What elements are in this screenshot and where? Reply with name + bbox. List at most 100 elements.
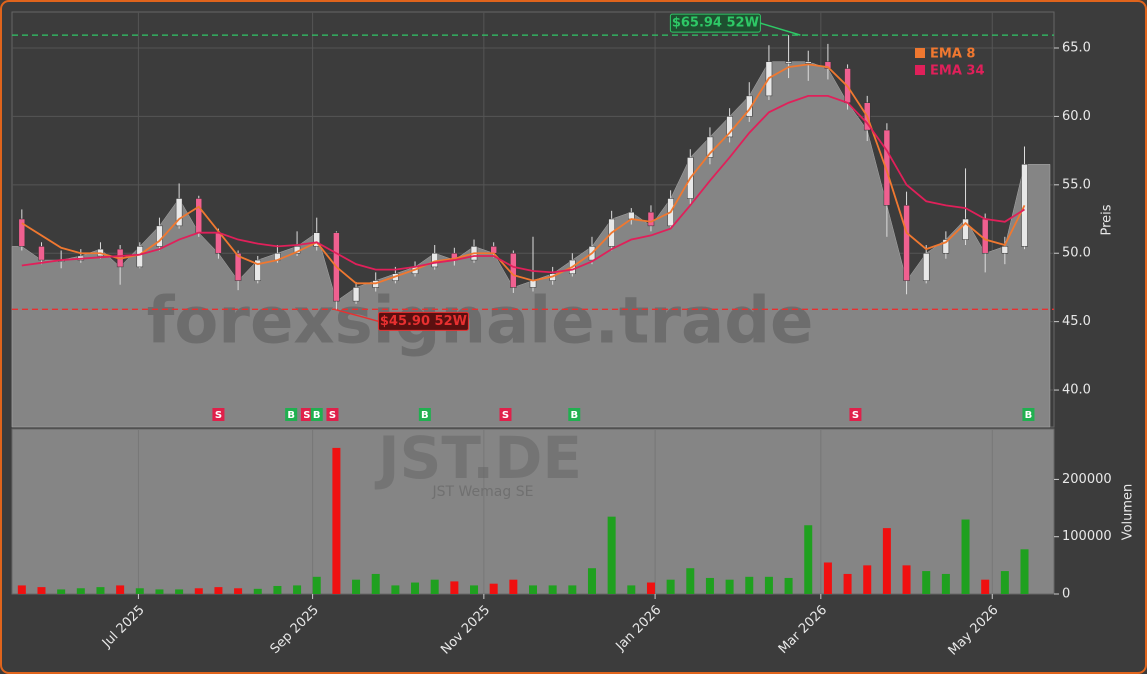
candle-body (903, 205, 910, 281)
volume-bar (587, 568, 596, 594)
volume-bar (764, 576, 773, 594)
y-tick-label: 65.0 (1062, 40, 1091, 55)
volume-bar (529, 585, 537, 594)
watermark: JST.DE (374, 424, 582, 492)
candle-body (1021, 164, 1028, 247)
signal-label: B (313, 410, 321, 421)
signal-marker (212, 408, 225, 421)
candle-body (529, 280, 537, 288)
volume-bar (922, 571, 931, 594)
signal-label: S (215, 410, 222, 421)
volume-bar (17, 585, 26, 594)
volume-bar (175, 589, 184, 594)
volume-bar (234, 588, 243, 594)
volume-bar (863, 565, 872, 594)
volume-bar (194, 588, 203, 594)
candle-body (922, 252, 930, 281)
y-tick-label: 200000 (1062, 472, 1112, 487)
legend-label: EMA 34 (930, 64, 985, 79)
volume-bar (548, 585, 557, 594)
ema-line (21, 63, 1026, 285)
volume-bar (155, 589, 164, 594)
volume-bar (666, 579, 675, 594)
volume-bar (411, 582, 420, 594)
candle-body (490, 246, 497, 254)
volume-bar (902, 565, 911, 594)
volume-bar (941, 573, 950, 594)
signal-marker (849, 408, 862, 421)
volume-bar (784, 577, 793, 594)
signal-label: S (502, 410, 509, 421)
volume-bar (607, 516, 616, 594)
signal-marker (1022, 408, 1035, 421)
volume-bar (96, 587, 105, 594)
candle-body (352, 287, 360, 302)
candle-body (785, 61, 792, 64)
y-tick-label: 0 (1062, 587, 1070, 602)
signal-marker (568, 408, 581, 421)
volume-bar (116, 585, 125, 594)
volume-bar (961, 519, 970, 594)
candle-body (628, 211, 635, 220)
signal-label: B (421, 410, 429, 421)
volume-bar (253, 588, 262, 594)
volume-bar (352, 579, 361, 594)
volume-bar (430, 579, 439, 594)
volume-bar (568, 585, 577, 594)
volume-bar (450, 581, 459, 594)
volume-bar (135, 588, 144, 594)
y-tick-label: 40.0 (1062, 383, 1091, 398)
volume-bar (1020, 549, 1029, 594)
candle-body (195, 198, 203, 233)
candle-body (38, 246, 45, 261)
volume-bar (627, 585, 636, 594)
volume-bar (293, 585, 302, 594)
candle-body (254, 259, 262, 281)
legend-swatch (915, 48, 925, 58)
volume-bar (57, 589, 66, 594)
y-tick-label: 60.0 (1062, 109, 1091, 124)
volume-bar (332, 447, 341, 594)
signal-marker (285, 408, 298, 421)
volume-bar (843, 573, 852, 594)
candle-body (804, 61, 812, 64)
volume-bar (882, 528, 891, 594)
candle-body (706, 136, 714, 158)
y-axis-label: Preis (1100, 204, 1115, 235)
signal-label: B (1025, 410, 1033, 421)
candle-body (824, 61, 832, 69)
annotation-label: $45.90 52W (380, 314, 467, 329)
annotation-box (377, 311, 469, 331)
volume-bar (804, 525, 813, 594)
signal-label: B (287, 410, 295, 421)
candle-body (18, 218, 26, 247)
volume-pane (11, 428, 1055, 595)
y-tick-label: 50.0 (1062, 246, 1091, 261)
ema-line (21, 94, 1025, 274)
legend-label: EMA 8 (930, 47, 975, 62)
volume-bar (489, 583, 498, 594)
candle-body (510, 252, 517, 288)
candle-body (647, 211, 655, 227)
signal-label: S (852, 410, 859, 421)
annotation-arrow (760, 22, 801, 36)
candle-body (942, 239, 950, 254)
candle-body (726, 116, 733, 138)
candle-body (313, 232, 320, 247)
signal-label: S (329, 410, 336, 421)
volume-bar (1000, 571, 1009, 594)
candle-body (175, 198, 183, 227)
y-tick-label: 100000 (1062, 529, 1112, 544)
y-tick-label: 55.0 (1062, 177, 1091, 192)
signal-label: B (570, 410, 578, 421)
signal-marker (300, 408, 313, 421)
signal-label: S (303, 410, 310, 421)
volume-bar (509, 579, 518, 594)
y-axis-label: Volumen (1121, 484, 1136, 541)
volume-bar (823, 562, 832, 594)
volume-bar (37, 587, 46, 594)
y-tick-label: 45.0 (1062, 314, 1091, 329)
signal-marker (418, 408, 431, 421)
volume-bar (981, 579, 990, 594)
signal-marker (310, 408, 323, 421)
